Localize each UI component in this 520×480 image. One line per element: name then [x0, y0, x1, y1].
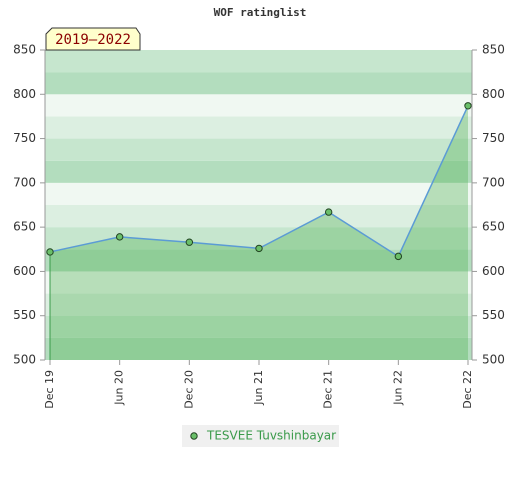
point [464, 102, 472, 110]
band [45, 72, 472, 95]
y2-tick-label: 500 [482, 353, 505, 367]
band [45, 293, 472, 316]
y2-tick-label: 700 [482, 175, 505, 189]
band [45, 182, 472, 205]
y2-tick-label: 550 [482, 308, 505, 322]
x-tick-label: Dec 20 [182, 370, 195, 409]
y-tick-label: 650 [13, 220, 36, 234]
y-tick-label: 500 [13, 353, 36, 367]
point [324, 208, 333, 216]
x-tick-label: Dec 22 [461, 370, 474, 409]
area [50, 105, 468, 360]
y2-tick-label: 850 [482, 43, 505, 57]
legend-box [182, 425, 339, 447]
band [45, 94, 472, 117]
x-tick-label: Dec 21 [322, 370, 335, 409]
y-tick-label: 600 [13, 264, 36, 278]
legend-label: TESVEE Tuvshinbayar [206, 429, 336, 443]
y-tick-label: 550 [13, 308, 36, 322]
annotation-box [45, 27, 141, 51]
x-tick-label: Jun 21 [252, 370, 265, 406]
x-tick-label: Jun 22 [391, 370, 404, 406]
y-tick-label: 850 [13, 43, 36, 57]
x-tick-label: Dec 19 [43, 370, 56, 409]
legend-marker [190, 432, 198, 440]
band [45, 205, 472, 228]
annotation: 2019–2022 [55, 32, 131, 48]
point [394, 252, 403, 261]
y2-tick-label: 650 [482, 220, 505, 234]
band [45, 271, 472, 294]
point [115, 233, 124, 241]
band [45, 227, 472, 250]
point [255, 244, 263, 253]
plot-background [45, 50, 472, 360]
y-tick-label: 750 [13, 131, 36, 145]
y-tick-label: 700 [13, 175, 36, 189]
point [46, 248, 54, 256]
band [45, 315, 472, 338]
chart-title: WOF ratinglist [214, 6, 307, 19]
band [45, 249, 472, 272]
y2-tick-label: 800 [482, 87, 505, 101]
band [45, 337, 472, 360]
band [45, 50, 472, 73]
band [45, 138, 472, 161]
point [185, 238, 194, 246]
plot [46, 102, 472, 360]
y-tick-label: 800 [13, 87, 36, 101]
band [45, 160, 472, 183]
x-tick-label: Jun 20 [113, 370, 126, 406]
band [45, 116, 472, 139]
y2-tick-label: 600 [482, 264, 505, 278]
y2-tick-label: 750 [482, 131, 505, 145]
